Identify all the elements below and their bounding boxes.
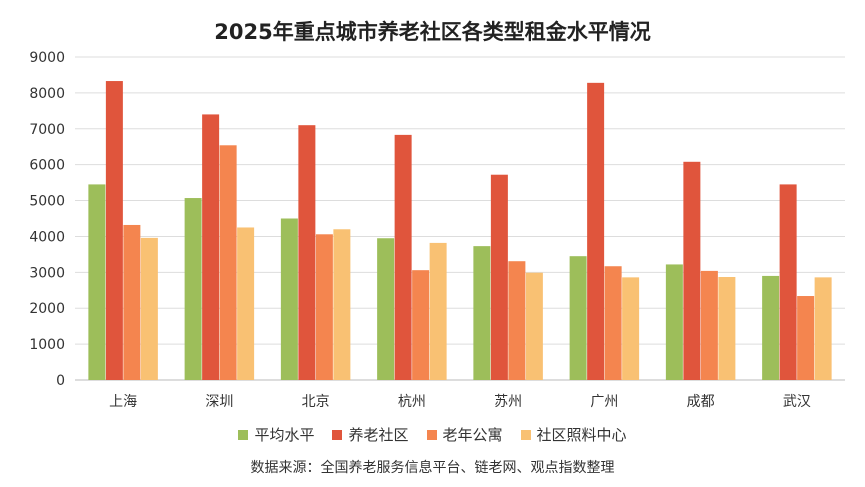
legend-swatch [332, 429, 343, 440]
bar [237, 227, 255, 380]
legend-item: 平均水平 [238, 424, 314, 445]
bar [298, 125, 316, 380]
bar [412, 270, 430, 380]
bar [333, 229, 351, 380]
bar [280, 218, 298, 380]
bar [490, 174, 508, 380]
y-tick-label: 2000 [29, 301, 65, 317]
bar [718, 276, 736, 380]
bar [622, 277, 640, 380]
x-category-label: 苏州 [494, 394, 522, 410]
x-category-label: 深圳 [205, 394, 233, 410]
bar [814, 277, 832, 380]
x-category-label: 上海 [109, 394, 137, 410]
bar [219, 145, 237, 380]
legend-label: 老年公寓 [442, 426, 503, 444]
bar [394, 134, 412, 380]
bar [700, 270, 718, 380]
y-tick-label: 3000 [29, 265, 65, 281]
legend: 平均水平 养老社区 老年公寓 社区照料中心 [0, 424, 865, 445]
bar [587, 82, 605, 380]
y-tick-label: 1000 [29, 337, 65, 353]
x-category-label: 广州 [590, 394, 618, 410]
legend-label: 养老社区 [348, 426, 409, 444]
bar [569, 256, 587, 380]
bar [525, 272, 543, 380]
legend-item: 社区照料中心 [520, 424, 627, 445]
bar [140, 237, 158, 380]
y-tick-label: 7000 [29, 122, 65, 138]
x-category-label: 成都 [687, 394, 715, 410]
y-tick-label: 8000 [29, 86, 65, 102]
legend-swatch [520, 429, 531, 440]
legend-swatch [238, 429, 249, 440]
y-tick-label: 5000 [29, 194, 65, 210]
bar [683, 161, 701, 380]
x-category-label: 北京 [302, 394, 330, 410]
y-tick-label: 6000 [29, 158, 65, 174]
bar [315, 234, 333, 380]
legend-item: 养老社区 [332, 424, 409, 445]
bar [665, 264, 683, 380]
bar [429, 242, 447, 380]
bar [123, 224, 141, 380]
y-tick-label: 0 [56, 373, 65, 389]
legend-label: 平均水平 [254, 426, 315, 444]
chart-title: 2025年重点城市养老社区各类型租金水平情况 [214, 20, 651, 44]
bar [604, 266, 622, 380]
bar [797, 296, 815, 380]
legend-label: 社区照料中心 [536, 426, 627, 444]
source-note: 数据来源：全国养老服务信息平台、链老网、观点指数整理 [250, 460, 615, 476]
y-tick-label: 4000 [29, 229, 65, 245]
x-category-label: 杭州 [398, 394, 426, 410]
legend-swatch [426, 429, 437, 440]
bar [762, 275, 780, 380]
bar [105, 81, 123, 380]
bar [473, 246, 491, 380]
bar [184, 198, 202, 380]
bar [508, 261, 526, 380]
bar [377, 238, 395, 380]
bar [88, 184, 106, 380]
legend-item: 老年公寓 [426, 424, 503, 445]
bar [202, 114, 220, 380]
y-tick-label: 9000 [29, 50, 65, 66]
x-category-label: 武汉 [783, 394, 811, 410]
bar [779, 184, 797, 380]
